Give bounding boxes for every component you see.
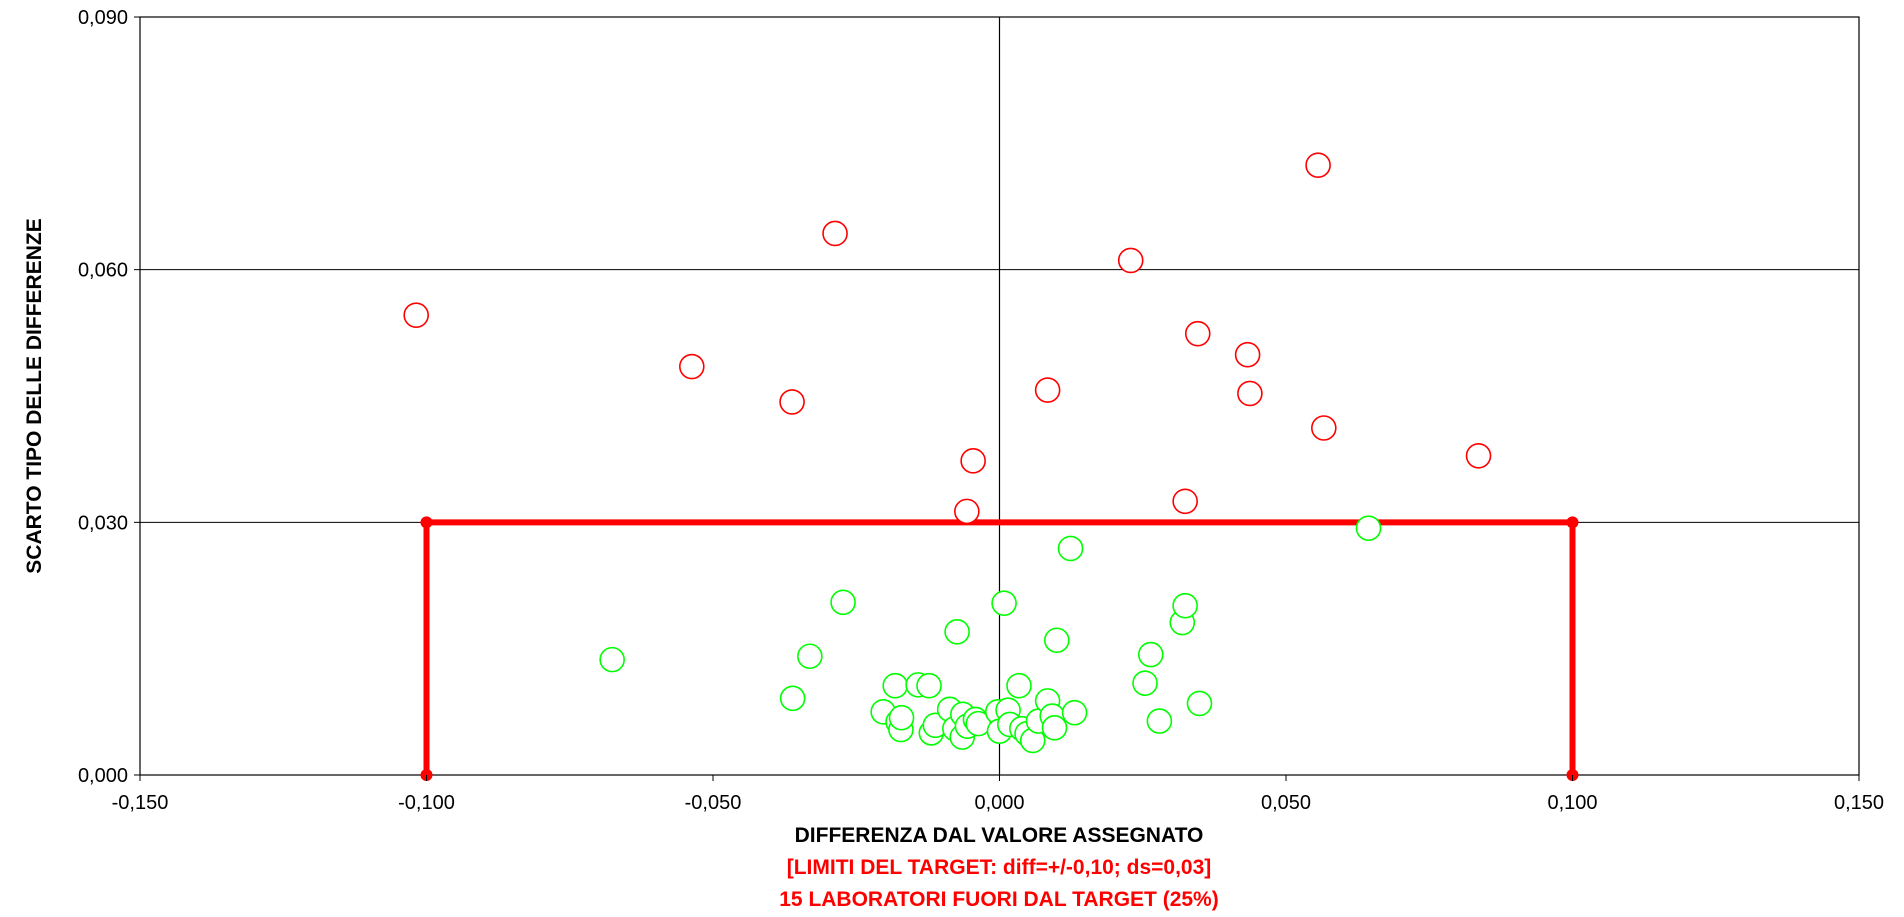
- data-point: [1311, 415, 1337, 441]
- x-tick-label: 0,150: [1834, 792, 1884, 814]
- data-point: [1146, 708, 1173, 734]
- data-point: [1305, 152, 1331, 179]
- data-point: [1057, 535, 1084, 562]
- data-point: [830, 589, 856, 616]
- data-point: [1237, 380, 1263, 407]
- data-point: [779, 685, 806, 712]
- x-tick-label: -0,150: [112, 792, 169, 814]
- data-point: [960, 448, 986, 474]
- data-point: [1137, 641, 1164, 668]
- data-point: [1172, 488, 1198, 515]
- y-tick-label: 0,000: [78, 765, 128, 787]
- x-tick-label: 0,100: [1547, 792, 1597, 814]
- data-point: [822, 220, 848, 247]
- axis-ticks: -0,150 -0,100 -0,050 0,000 0,050 0,100 0,150 0,…: [78, 7, 1884, 814]
- data-point: [1186, 690, 1213, 717]
- data-point: [1184, 320, 1211, 347]
- y-tick-label: 0,090: [78, 7, 128, 29]
- data-point: [1465, 442, 1492, 469]
- data-point: [1132, 670, 1158, 696]
- data-point: [888, 704, 915, 731]
- x-tick-label: -0,100: [398, 792, 455, 814]
- data-point: [991, 590, 1017, 616]
- data-point: [1034, 377, 1061, 403]
- x-tick-label: 0,000: [974, 792, 1024, 814]
- target-limits-note: [LIMITI DEL TARGET: diff=+/-0,10; ds=0,0…: [787, 856, 1212, 879]
- data-points: [403, 152, 1492, 754]
- data-point: [1234, 341, 1261, 368]
- data-point: [916, 672, 942, 699]
- data-point: [1006, 672, 1032, 699]
- y-tick-label: 0,060: [78, 260, 128, 282]
- data-point: [1061, 699, 1088, 726]
- data-point: [1172, 592, 1198, 619]
- data-point: [678, 353, 705, 380]
- target-vertex: [1566, 516, 1579, 529]
- data-point: [1355, 515, 1382, 542]
- x-axis-title: DIFFERENZA DAL VALORE ASSEGNATO: [795, 824, 1204, 847]
- data-point: [882, 672, 909, 699]
- x-tick-label: -0,050: [685, 792, 742, 814]
- data-point: [403, 302, 429, 328]
- data-point: [1041, 715, 1068, 741]
- data-point: [1117, 247, 1144, 274]
- target-outline: [423, 519, 1576, 775]
- x-tick-label: 0,050: [1261, 792, 1311, 814]
- data-point: [1044, 627, 1070, 654]
- data-point: [797, 643, 823, 670]
- y-axis-title: SCARTO TIPO DELLE DIFFERENZE: [23, 218, 46, 573]
- data-point: [944, 619, 970, 645]
- y-tick-label: 0,030: [78, 512, 128, 534]
- target-vertex: [420, 516, 433, 529]
- data-point: [779, 389, 805, 415]
- data-point: [954, 498, 980, 525]
- out-of-target-note: 15 LABORATORI FUORI DAL TARGET (25%): [779, 888, 1218, 911]
- data-point: [599, 646, 625, 673]
